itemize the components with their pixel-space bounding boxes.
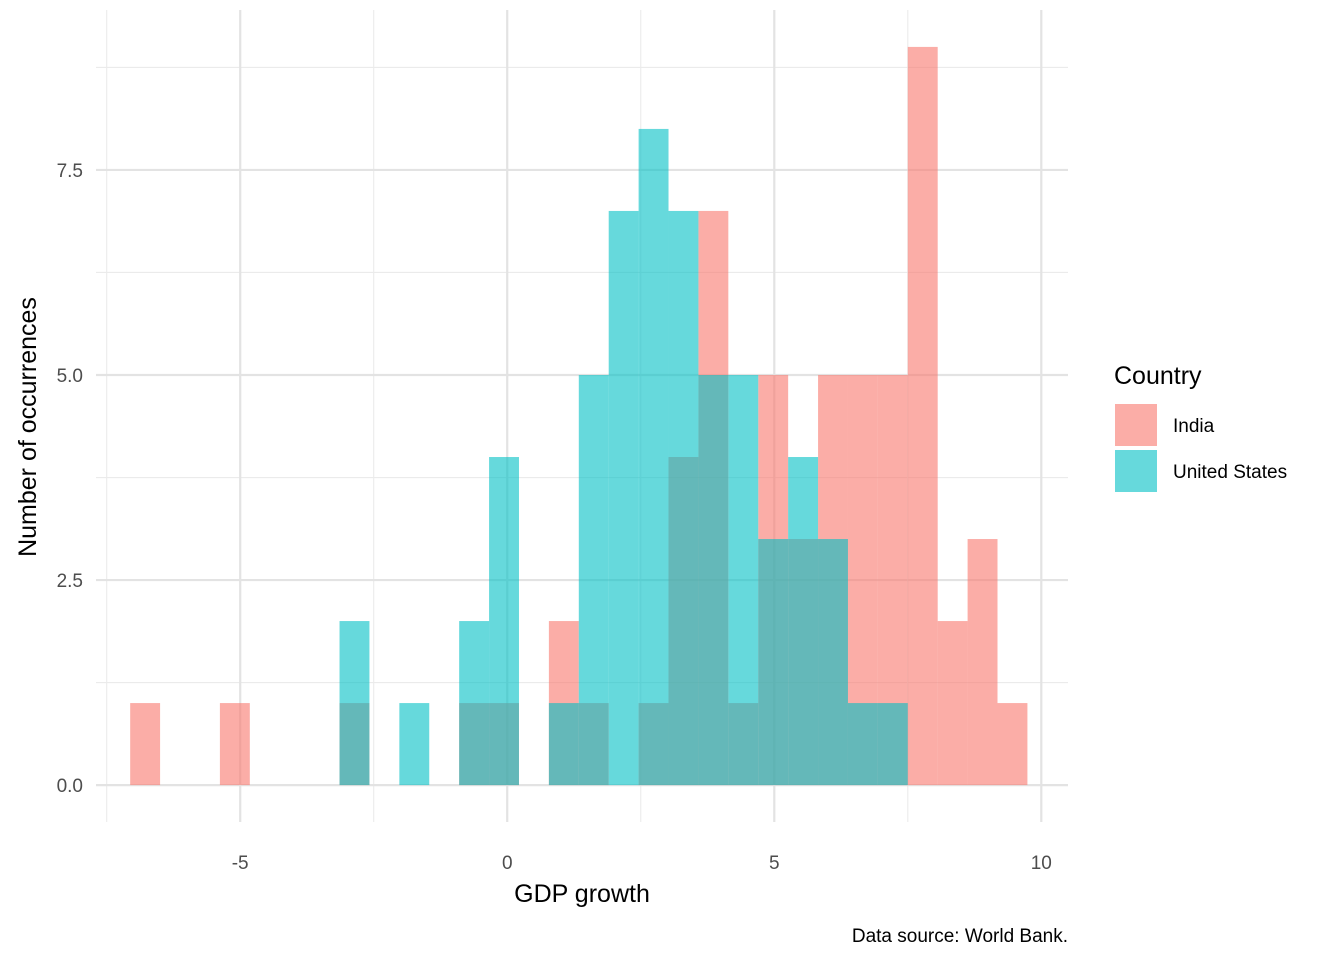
legend: Country India United States [1114,362,1287,492]
legend-key-india [1115,404,1157,446]
bar-united-states [847,703,878,786]
legend-title: Country [1114,362,1202,390]
y-tick-label: 0.0 [57,776,83,797]
x-tick-label: -5 [232,853,249,874]
x-axis-ticks: -5 0 5 10 [232,853,1052,874]
legend-label-united-states: United States [1173,462,1287,483]
bar-united-states [459,621,490,786]
bar-india [219,703,250,786]
bar-india [937,621,968,786]
legend-label-india: India [1173,416,1215,437]
bar-united-states [638,128,669,786]
bar-united-states [818,539,848,786]
bar-united-states [668,210,699,786]
bar-united-states [877,703,908,786]
legend-key-united-states [1115,450,1157,492]
y-axis-title: Number of occurrences [14,297,42,557]
y-axis-ticks: 0.0 2.5 5.0 7.5 [57,161,83,797]
bars [130,46,1028,786]
bar-united-states [728,374,759,786]
bar-united-states [489,457,519,786]
bar-india [907,46,938,786]
bar-united-states [608,210,639,786]
x-tick-label: 5 [769,853,780,874]
bar-india [130,703,161,786]
bar-united-states [399,703,430,786]
y-tick-label: 7.5 [57,161,83,182]
x-tick-label: 0 [502,853,513,874]
bar-united-states [758,539,789,786]
bar-india [967,539,998,786]
x-axis-title: GDP growth [514,880,650,908]
x-tick-label: 10 [1031,853,1052,874]
bar-united-states [578,374,609,786]
bar-india [997,703,1028,786]
bar-united-states [548,703,579,786]
bar-united-states [339,621,370,786]
y-tick-label: 5.0 [57,366,83,387]
bar-united-states [698,374,729,786]
caption: Data source: World Bank. [852,926,1068,947]
bar-united-states [788,457,819,786]
y-tick-label: 2.5 [57,571,83,592]
